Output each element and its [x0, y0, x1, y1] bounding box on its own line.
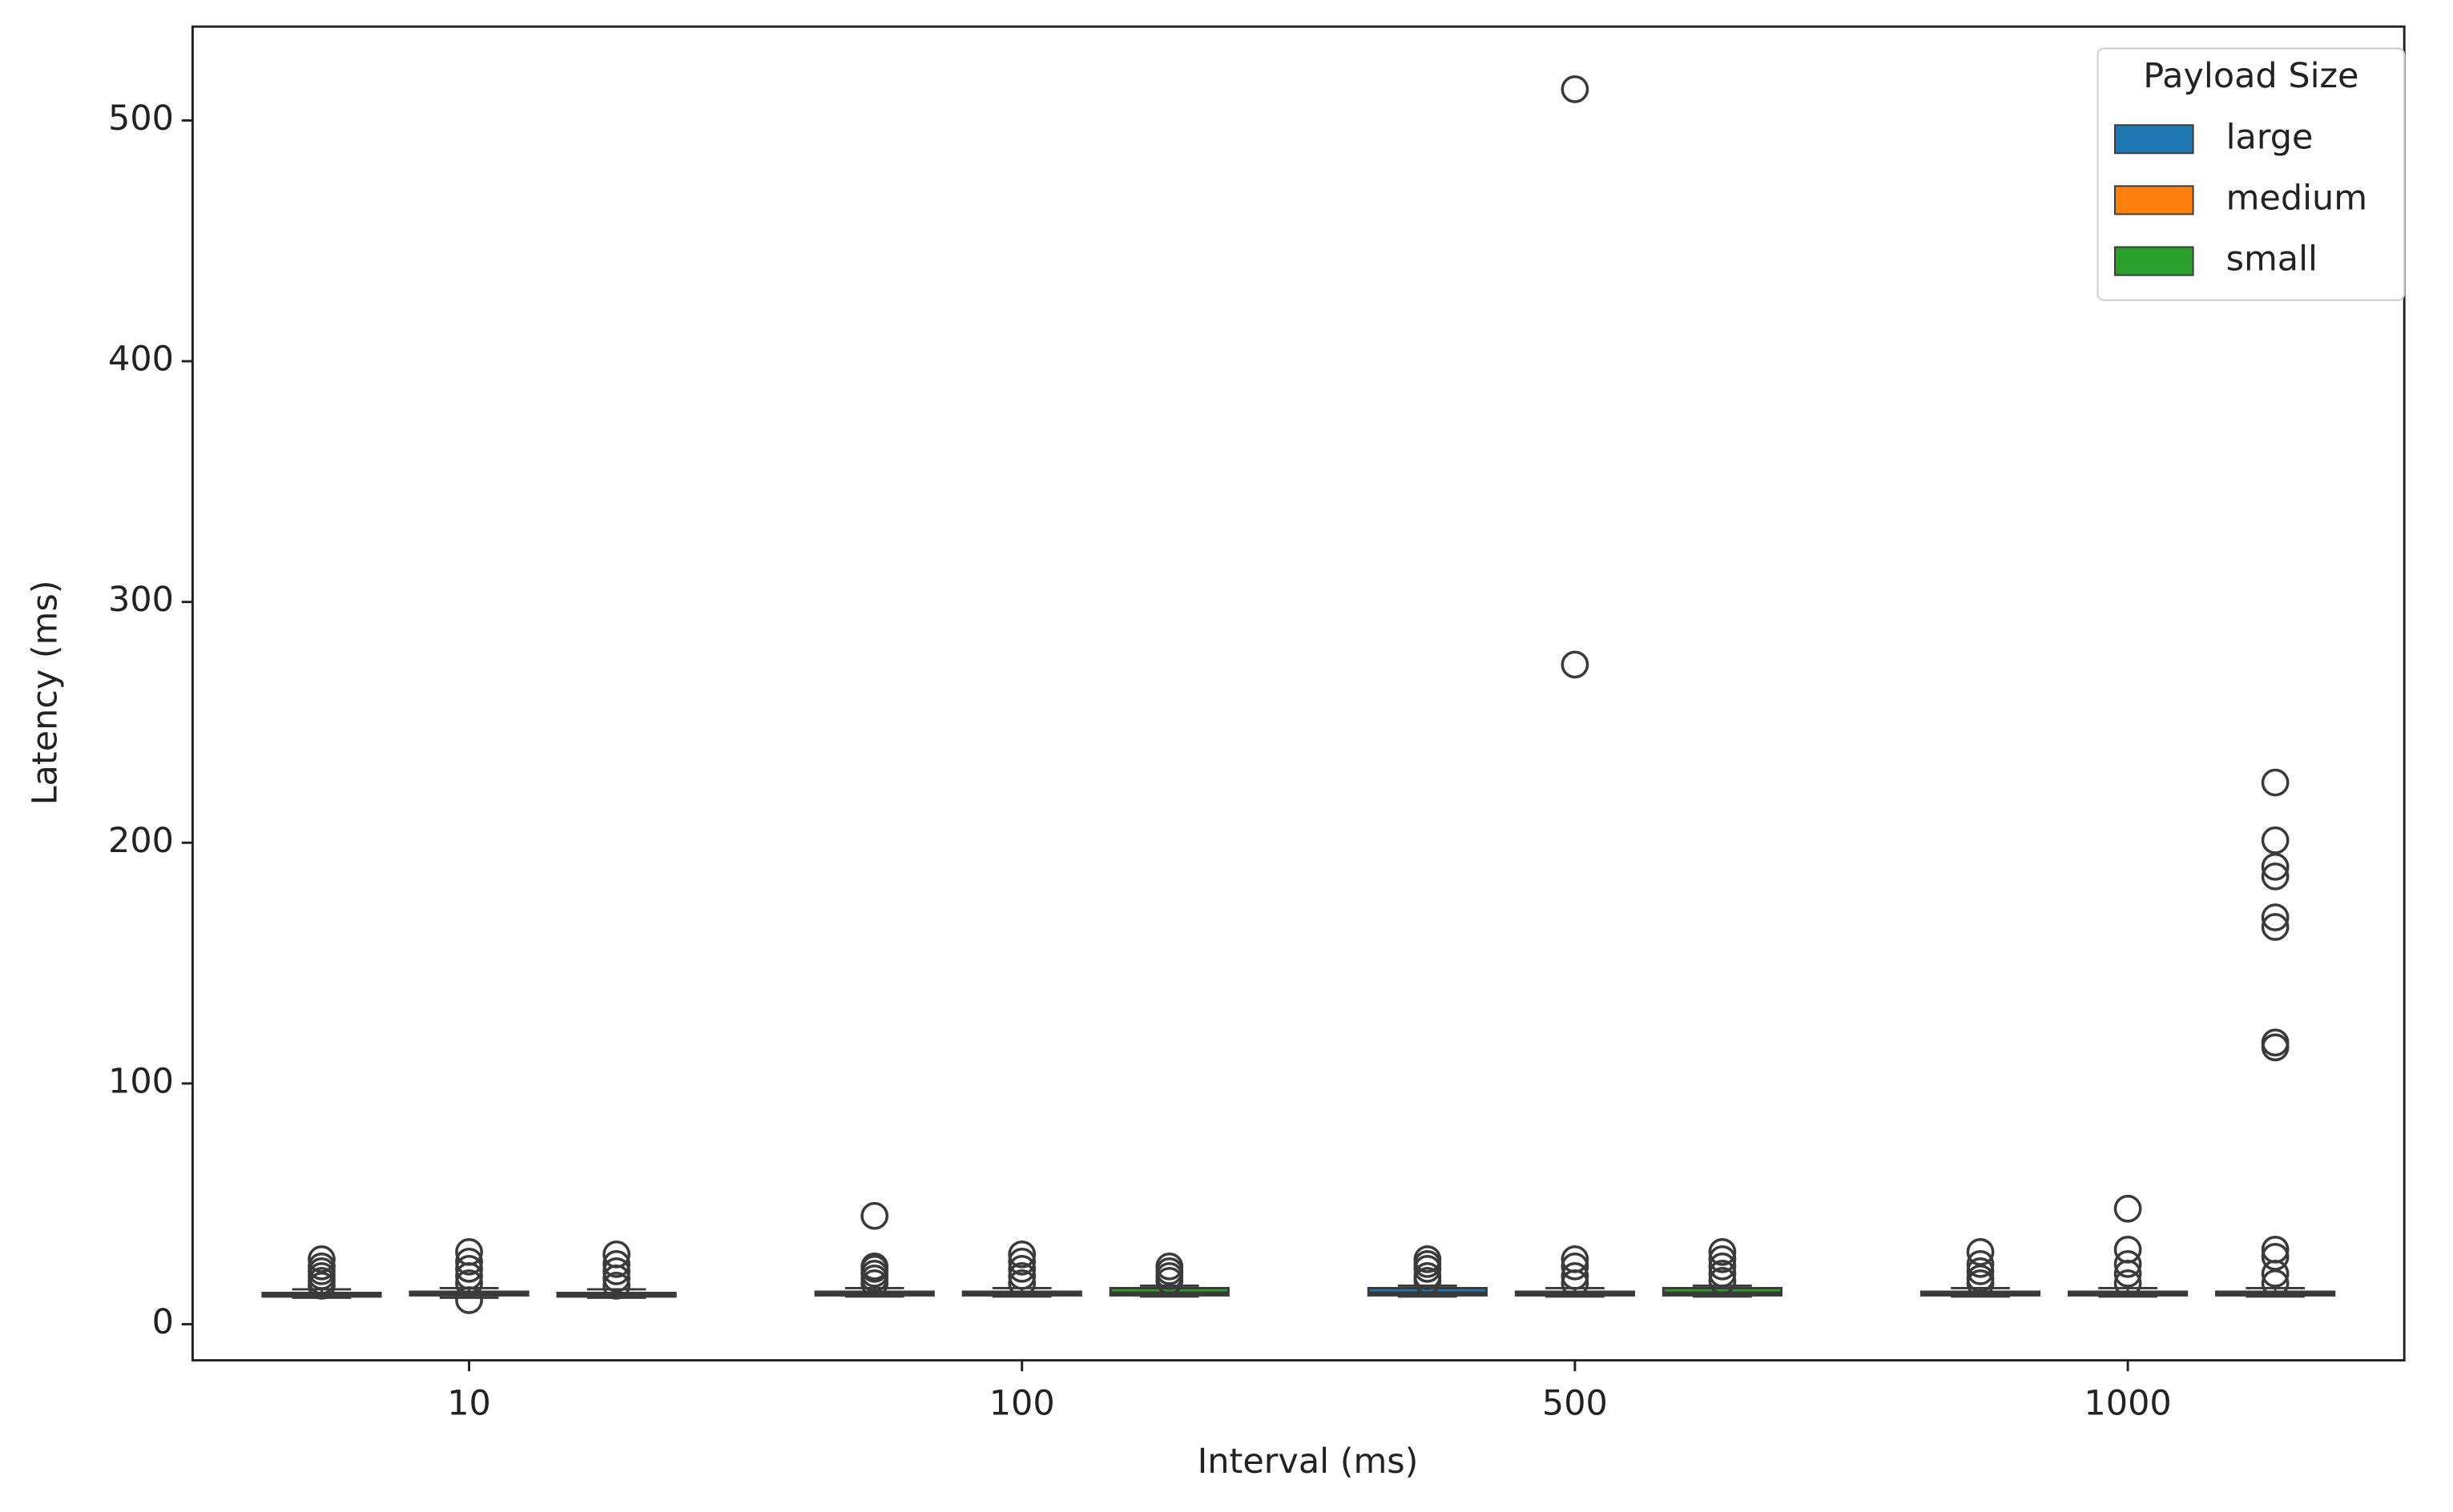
outlier	[2113, 1194, 2142, 1223]
outlier	[455, 1269, 483, 1297]
x-tick-label: 1000	[2084, 1384, 2171, 1424]
outlier	[1155, 1252, 1184, 1281]
outlier	[1008, 1255, 1037, 1283]
outlier	[860, 1201, 889, 1230]
legend-swatch	[2114, 124, 2194, 155]
outlier	[1561, 1262, 1589, 1290]
outlier	[1561, 74, 1589, 103]
outlier	[602, 1240, 630, 1269]
outlier	[2261, 826, 2290, 855]
outlier	[455, 1247, 483, 1276]
x-tick-label: 500	[1542, 1384, 1608, 1424]
y-tick-label: 500	[108, 99, 174, 139]
outlier	[308, 1245, 336, 1273]
y-tick-label: 100	[108, 1061, 174, 1101]
outlier	[1008, 1269, 1037, 1297]
y-tick-label: 200	[108, 821, 174, 861]
y-tick-label: 300	[108, 580, 174, 620]
legend-swatch	[2114, 185, 2194, 215]
outlier	[602, 1257, 630, 1285]
outlier	[1966, 1237, 1995, 1266]
y-tick-label: 0	[152, 1302, 174, 1342]
outlier	[2261, 1235, 2290, 1264]
legend-title: Payload Size	[2143, 56, 2358, 96]
legend-box	[2097, 47, 2406, 301]
outlier	[1008, 1262, 1037, 1290]
outlier	[1561, 1245, 1589, 1273]
outlier	[2261, 862, 2290, 891]
outlier	[2261, 1242, 2290, 1271]
outlier	[455, 1255, 483, 1283]
legend-swatch	[2114, 246, 2194, 276]
plot-frame	[191, 25, 2406, 1362]
outlier	[2261, 1028, 2290, 1057]
outlier	[2113, 1269, 2142, 1297]
outlier	[1561, 650, 1589, 679]
outlier	[1708, 1260, 1737, 1288]
outlier	[860, 1252, 889, 1281]
outlier	[1413, 1245, 1442, 1273]
outlier	[1561, 1252, 1589, 1281]
outlier	[1708, 1267, 1737, 1295]
outlier	[2113, 1249, 2142, 1278]
outlier	[2261, 852, 2290, 881]
outlier	[455, 1237, 483, 1266]
outlier	[308, 1252, 336, 1281]
outlier	[602, 1249, 630, 1278]
legend: Payload Size	[2097, 47, 2406, 301]
outlier	[2261, 1269, 2290, 1297]
outlier	[1008, 1247, 1037, 1276]
outlier	[602, 1272, 630, 1300]
outlier	[1966, 1265, 1995, 1293]
legend-label: large	[2226, 117, 2314, 157]
outlier	[2261, 768, 2290, 797]
outlier	[2261, 903, 2290, 931]
outlier	[1966, 1257, 1995, 1285]
x-tick-label: 10	[447, 1384, 491, 1424]
y-axis-label: Latency (ms)	[25, 580, 65, 805]
outlier	[2113, 1235, 2142, 1264]
legend-label: medium	[2226, 178, 2367, 218]
outlier	[1708, 1245, 1737, 1273]
legend-label: small	[2226, 239, 2318, 279]
x-tick-label: 100	[989, 1384, 1055, 1424]
outlier	[1413, 1262, 1442, 1290]
y-tick-label: 400	[108, 340, 174, 380]
x-axis-label: Interval (ms)	[1198, 1442, 1419, 1482]
outlier	[2261, 913, 2290, 941]
outlier	[1966, 1249, 1995, 1278]
outlier	[1708, 1252, 1737, 1281]
outlier	[1708, 1237, 1737, 1266]
outlier	[1008, 1240, 1037, 1269]
